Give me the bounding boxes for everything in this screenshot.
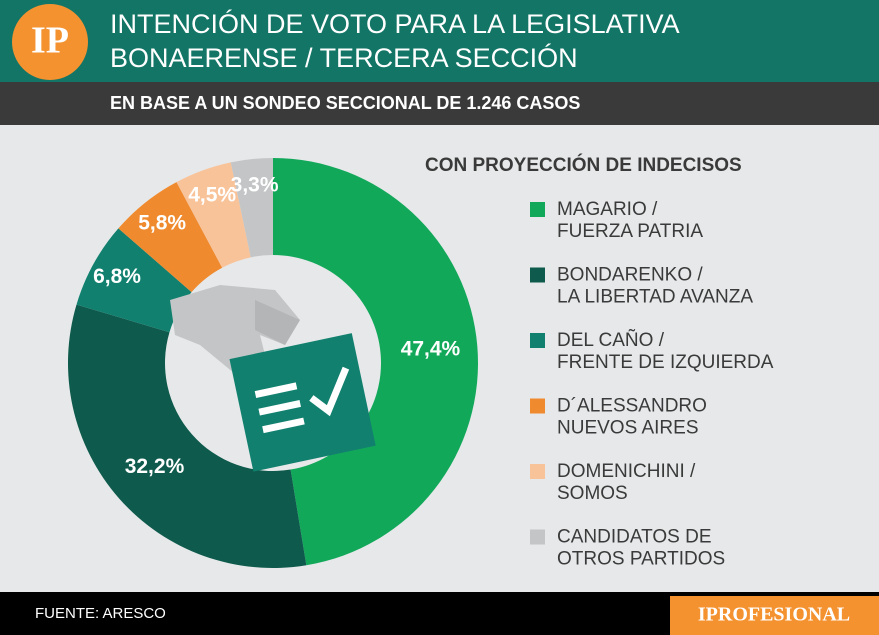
- title-line: BONAERENSE / TERCERA SECCIÓN: [110, 42, 578, 73]
- donut: 47,4% 32,2% 6,8% 5,8%4,5%3,3%: [67, 158, 479, 568]
- legend: MAGARIO /FUERZA PATRIA BONDARENKO /LA LIB…: [530, 199, 774, 570]
- brand-box: [670, 596, 879, 635]
- value-label: 4,5%: [188, 183, 236, 206]
- legend-label: NUEVOS AIRES: [557, 418, 699, 439]
- slice: [230, 158, 273, 258]
- legend-swatch: [530, 202, 545, 217]
- title-line: INTENCIÓN DE VOTO PARA LA LEGISLATIVA: [110, 8, 680, 39]
- value-label: 5,8%: [138, 211, 186, 234]
- legend-label: FUERZA PATRIA: [557, 221, 703, 242]
- logo-circle: [12, 4, 88, 80]
- slice: [273, 158, 479, 566]
- legend-swatch: [530, 529, 545, 545]
- slice: [118, 182, 223, 293]
- legend-label: BONDARENKO /: [557, 265, 703, 286]
- legend-swatch: [530, 398, 545, 414]
- legend-label: OTROS PARTIDOS: [557, 549, 725, 570]
- legend-label: DOMENICHINI /: [557, 461, 696, 482]
- subtitle-band: [0, 82, 879, 125]
- subtitle: EN BASE A UN SONDEO SECCIONAL DE 1.246 C…: [110, 93, 580, 113]
- legend-label: FRENTE DE IZQUIERDA: [557, 352, 774, 373]
- legend-label: SOMOS: [557, 483, 628, 504]
- ballot: [229, 333, 376, 472]
- legend-label: MAGARIO /: [557, 199, 658, 220]
- legend-label: CANDIDATOS DE: [557, 527, 712, 548]
- value-label: 3,3%: [231, 174, 279, 197]
- slice: [76, 228, 192, 333]
- source: FUENTE: ARESCO: [35, 605, 166, 622]
- value-label: 6,8%: [93, 265, 141, 288]
- slice: [176, 162, 251, 268]
- ballot-illustration: [170, 285, 376, 472]
- legend-title: CON PROYECCIÓN DE INDECISOS: [425, 154, 742, 176]
- header-band: [0, 0, 879, 82]
- legend-label: DEL CAÑO /: [557, 329, 665, 351]
- ballot-marks: [254, 366, 350, 434]
- value-label: 47,4%: [401, 338, 461, 361]
- thumb: [255, 300, 300, 345]
- value-label: 32,2%: [125, 455, 185, 478]
- brand: IPROFESIONAL: [698, 604, 850, 626]
- legend-label: LA LIBERTAD AVANZA: [557, 287, 753, 308]
- logo-text: IP: [31, 20, 69, 62]
- slice: [67, 304, 307, 568]
- legend-swatch: [530, 464, 545, 479]
- legend-label: D´ALESSANDRO: [557, 396, 707, 417]
- legend-swatch: [530, 333, 545, 348]
- legend-swatch: [530, 267, 545, 283]
